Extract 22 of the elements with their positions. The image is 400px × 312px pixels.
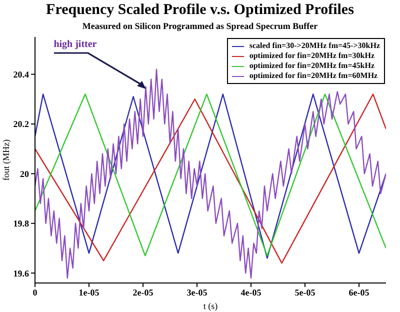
legend-label: optimized for fin=20MHz fm=45kHz — [249, 61, 374, 71]
y-tick-label: 20.2 — [13, 119, 30, 130]
y-tick-label: 19.8 — [13, 218, 30, 229]
x-tick-label: 1e-05 — [78, 287, 100, 298]
chart-title: Frequency Scaled Profile v.s. Optimized Profiles — [45, 2, 355, 19]
y-axis-title: fout (MHz) — [1, 139, 11, 181]
chart-subtitle: Measured on Silicon Programmed as Spread Specrum Buffer — [81, 21, 319, 31]
legend-label: scaled fin=30->20MHz fm=45->30kHz — [249, 41, 380, 51]
x-tick-label: 6e-05 — [348, 287, 370, 298]
x-tick-label: 0 — [32, 287, 38, 298]
y-tick-label: 19.6 — [13, 268, 30, 278]
x-tick-label: 5e-05 — [294, 287, 316, 298]
line-series — [35, 68, 386, 279]
x-tick-label: 4e-05 — [240, 287, 262, 298]
x-tick-label: 3e-05 — [186, 287, 208, 298]
y-tick-label: 20.4 — [13, 69, 30, 80]
annotation: high jitter — [54, 39, 97, 50]
x-tick-label: 2e-05 — [132, 287, 154, 298]
x-axis-title: t (s) — [203, 301, 218, 311]
legend-label: optimized for fin=20MHz fm=30kHz — [249, 51, 374, 61]
legend-label: optimized for fin=20MHz fm=60MHz — [249, 71, 378, 81]
y-tick-label: 20 — [20, 168, 30, 179]
